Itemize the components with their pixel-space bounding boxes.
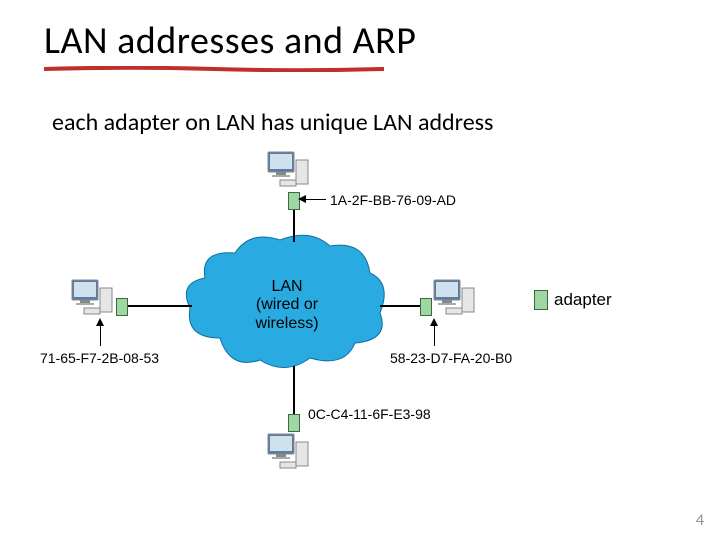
mac-bottom: 0C-C4-11-6F-E3-98	[308, 406, 431, 422]
mac-top: 1A-2F-BB-76-09-AD	[330, 192, 456, 208]
slide-title: LAN addresses and ARP	[44, 18, 416, 64]
arrow-top	[304, 199, 326, 200]
title-underline	[44, 66, 384, 72]
mac-left: 71-65-F7-2B-08-53	[40, 350, 159, 366]
cloud-line1: LAN	[271, 278, 302, 295]
link-bottom	[293, 366, 295, 414]
arrow-right-head	[430, 318, 438, 326]
lan-cloud-label: LAN (wired or wireless)	[222, 278, 352, 333]
link-left	[128, 305, 192, 307]
cloud-line3: wireless)	[255, 315, 318, 332]
pc-left-icon	[70, 278, 114, 318]
nic-right	[420, 298, 432, 316]
pc-bottom-icon	[266, 432, 310, 472]
page-number: 4	[696, 511, 704, 530]
nic-bottom	[288, 414, 300, 432]
lan-diagram: LAN (wired or wireless) 1A-2F-BB-76-09-A…	[40, 150, 680, 510]
link-top	[293, 208, 295, 242]
mac-right: 58-23-D7-FA-20-B0	[390, 350, 512, 366]
arrow-top-head	[298, 195, 306, 203]
slide-subtitle: each adapter on LAN has unique LAN addre…	[52, 108, 493, 137]
link-right	[380, 305, 420, 307]
cloud-line2: (wired or	[256, 296, 318, 313]
nic-left	[116, 298, 128, 316]
arrow-left-head	[96, 318, 104, 326]
pc-right-icon	[432, 278, 476, 318]
pc-top-icon	[266, 150, 310, 190]
legend-adapter-swatch	[534, 290, 548, 310]
legend-adapter-label: adapter	[554, 290, 612, 310]
